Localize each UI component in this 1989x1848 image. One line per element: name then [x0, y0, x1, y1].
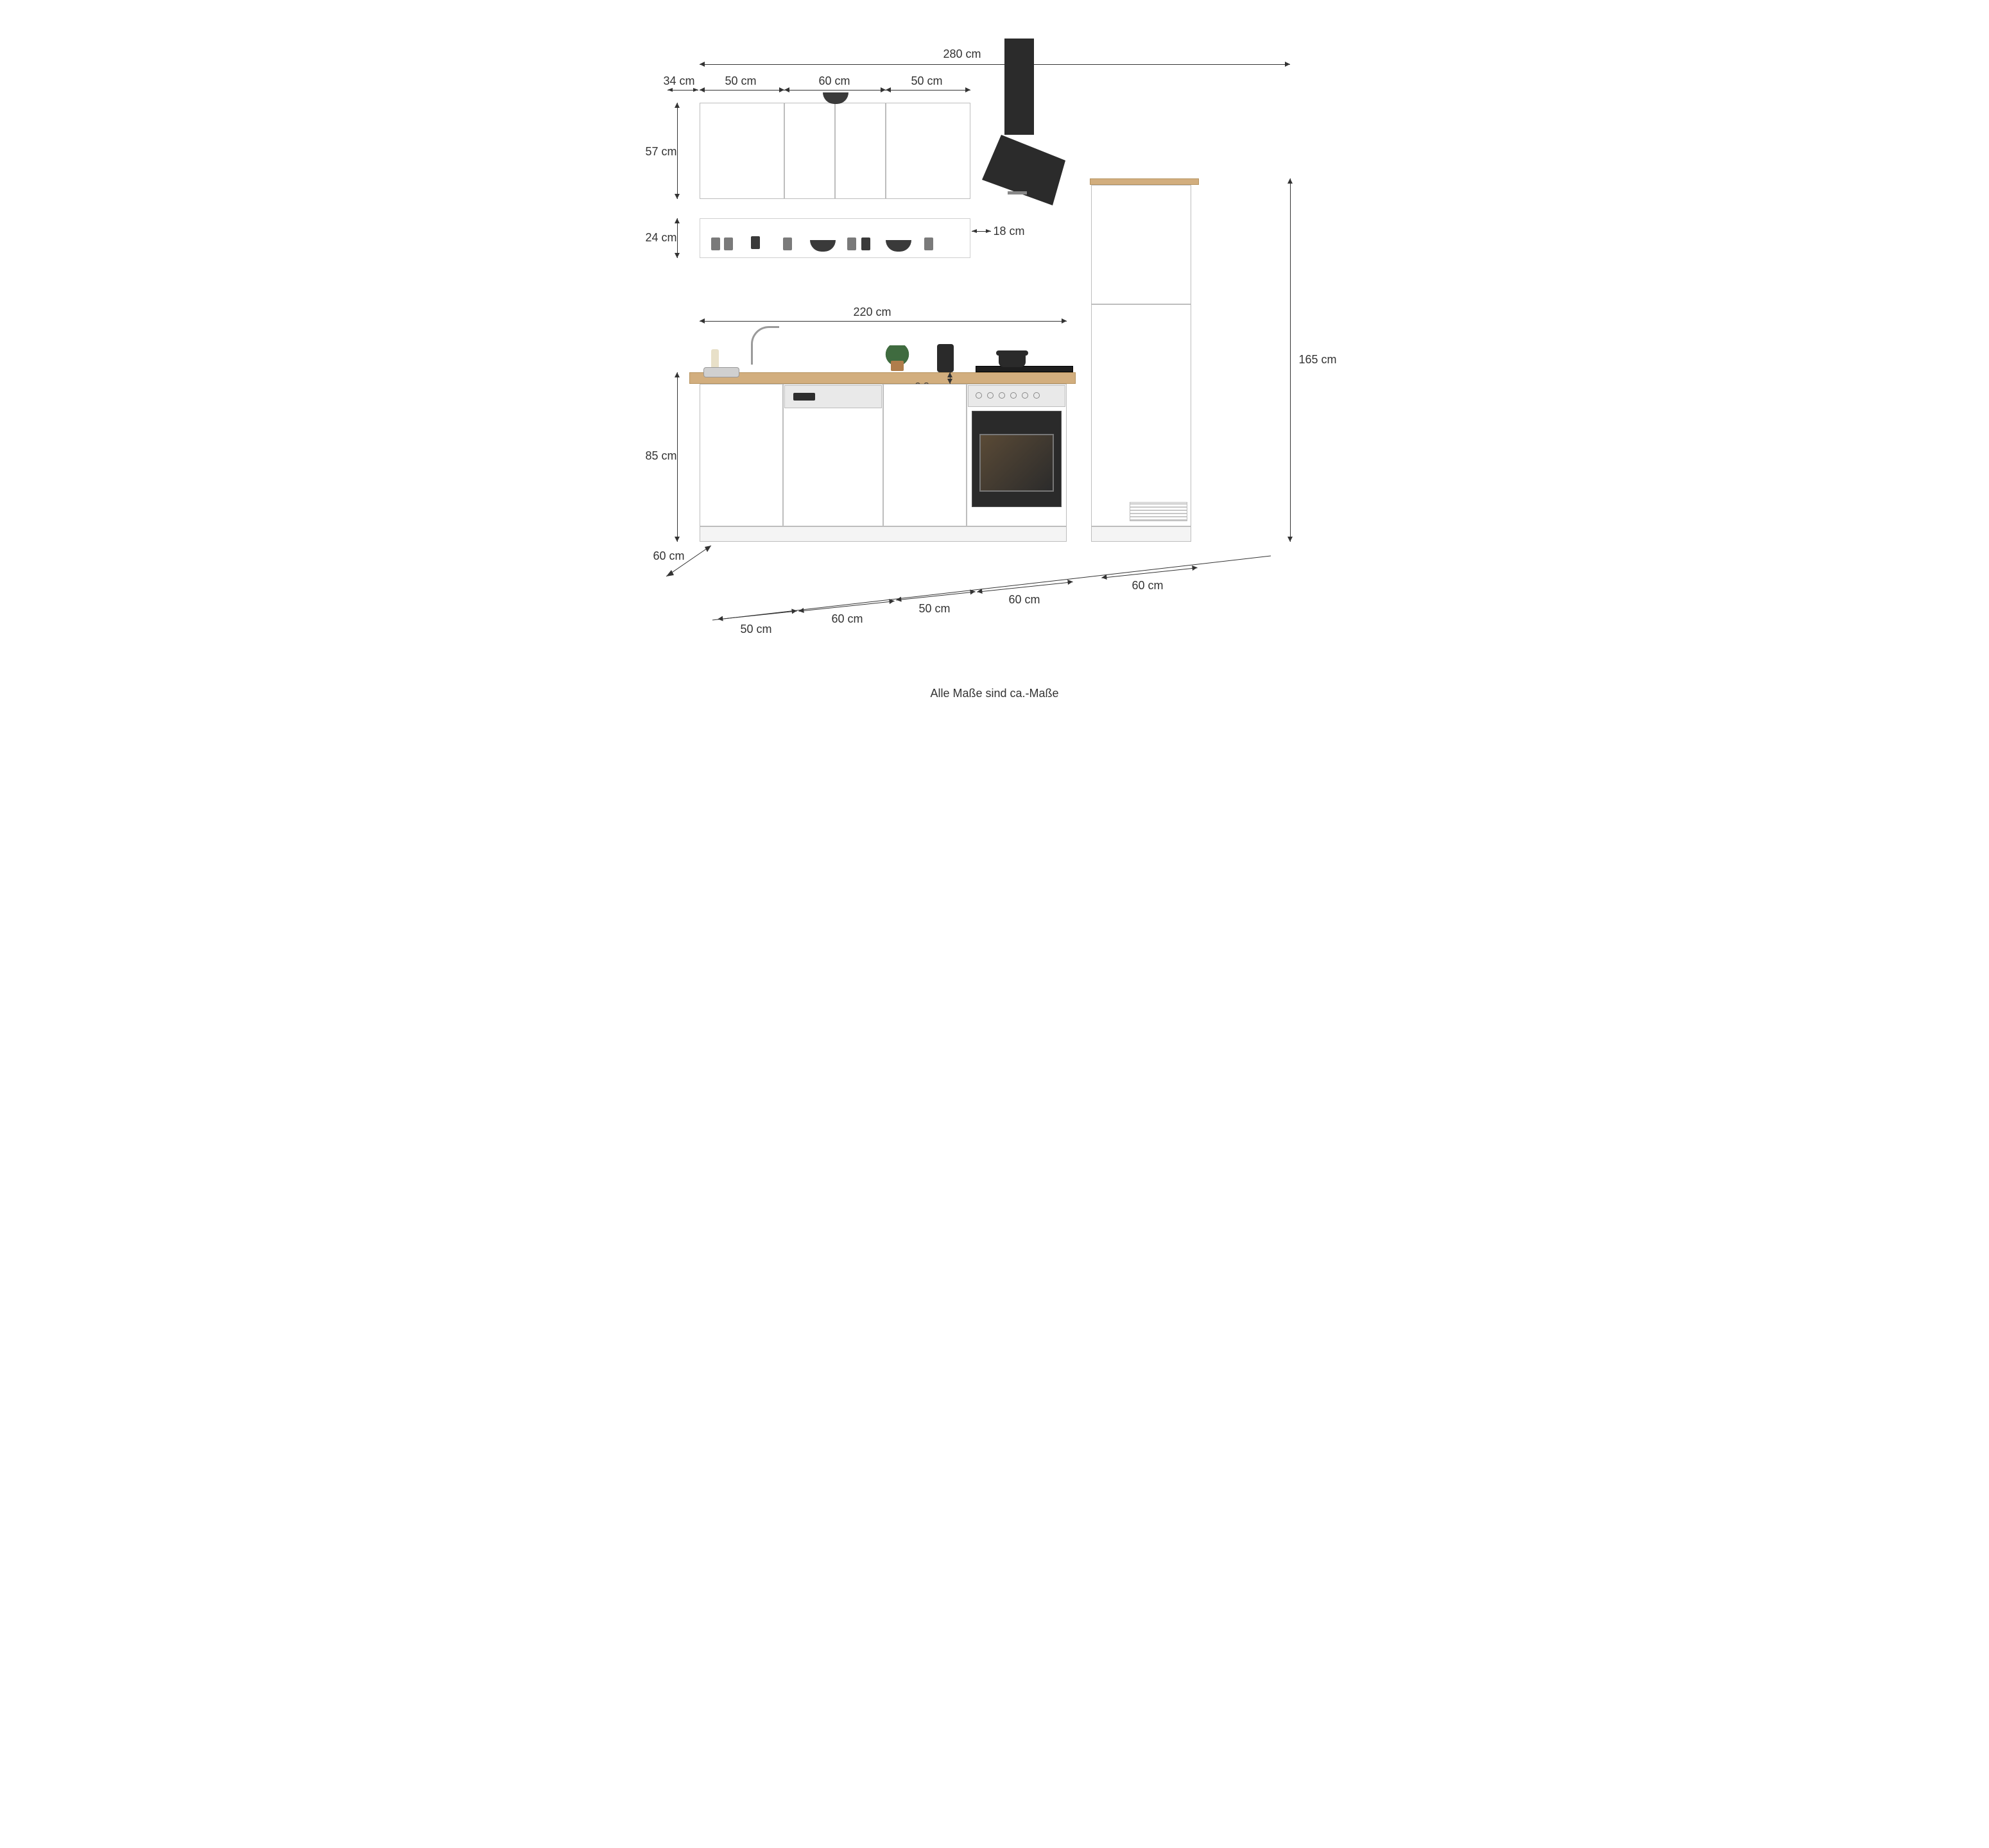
- base-cabinet-sink: [700, 384, 783, 526]
- arrow-u2: [784, 90, 886, 91]
- arrow-upper-depth: [667, 90, 698, 91]
- fridge-vent: [1130, 502, 1187, 521]
- arrow-u3: [886, 90, 970, 91]
- arrow-upper-h: [677, 103, 678, 199]
- label-shelf-h: 24 cm: [646, 231, 677, 245]
- arrow-wt: [950, 372, 951, 384]
- prop-plant: [884, 345, 910, 371]
- arrow-counter-w: [700, 321, 1067, 322]
- label-u3: 50 cm: [911, 74, 943, 88]
- prop-coffee-machine: [937, 344, 954, 372]
- label-lower-h: 85 cm: [646, 449, 677, 463]
- plinth: [700, 526, 1067, 542]
- upper-cabinet-1: [700, 103, 784, 199]
- prop-pot: [999, 354, 1026, 367]
- label-b1: 50 cm: [741, 623, 772, 636]
- label-b4: 60 cm: [1009, 593, 1040, 607]
- hood-body: [976, 128, 1078, 212]
- upper-cabinet-3: [886, 103, 970, 199]
- diagram-stage: 280 cm 34 cm 50 cm 60 cm 50 cm 57 cm 24 …: [642, 26, 1348, 680]
- prop-jar: [861, 237, 870, 250]
- label-tall-h: 165 cm: [1299, 353, 1337, 367]
- prop-jar: [751, 236, 760, 249]
- prop-jar: [847, 237, 856, 250]
- hood-duct: [1004, 39, 1034, 135]
- label-u2: 60 cm: [819, 74, 850, 88]
- base-cabinet-3: [883, 384, 967, 526]
- arrow-tall-h: [1290, 178, 1291, 542]
- oven-knobs: [973, 390, 1042, 402]
- arrow-shelf-d: [972, 231, 991, 232]
- tall-top: [1090, 178, 1199, 185]
- label-u1: 50 cm: [725, 74, 757, 88]
- prop-jar: [924, 237, 933, 250]
- label-upper-depth: 34 cm: [664, 74, 695, 88]
- prop-jar: [783, 237, 792, 250]
- baseline: [687, 543, 1303, 633]
- label-b5: 60 cm: [1132, 579, 1164, 592]
- hob: [976, 366, 1073, 372]
- label-lower-depth: 60 cm: [653, 549, 685, 563]
- label-b3: 50 cm: [919, 602, 951, 616]
- dishwasher-display: [793, 393, 815, 401]
- upper-cabinet-2l: [784, 103, 835, 199]
- arrow-lower-h: [677, 372, 678, 542]
- oven-window: [979, 434, 1054, 492]
- label-total-width: 280 cm: [943, 47, 981, 61]
- arrow-u1: [700, 90, 784, 91]
- sink: [703, 367, 739, 377]
- arrow-shelf-h: [677, 218, 678, 258]
- prop-jar: [724, 237, 733, 250]
- label-b2: 60 cm: [832, 612, 863, 626]
- label-counter-w: 220 cm: [854, 306, 891, 319]
- tall-unit-lower: [1091, 304, 1191, 526]
- footnote: Alle Maße sind ca.-Maße: [26, 687, 1963, 700]
- tall-unit-upper: [1091, 185, 1191, 304]
- prop-jar: [711, 237, 720, 250]
- tall-plinth: [1091, 526, 1191, 542]
- faucet-icon: [751, 326, 779, 365]
- arrow-total-width: [700, 64, 1290, 65]
- label-shelf-d: 18 cm: [994, 225, 1025, 238]
- label-upper-h: 57 cm: [646, 145, 677, 159]
- upper-cabinet-2r: [835, 103, 886, 199]
- worktop: [689, 372, 1076, 384]
